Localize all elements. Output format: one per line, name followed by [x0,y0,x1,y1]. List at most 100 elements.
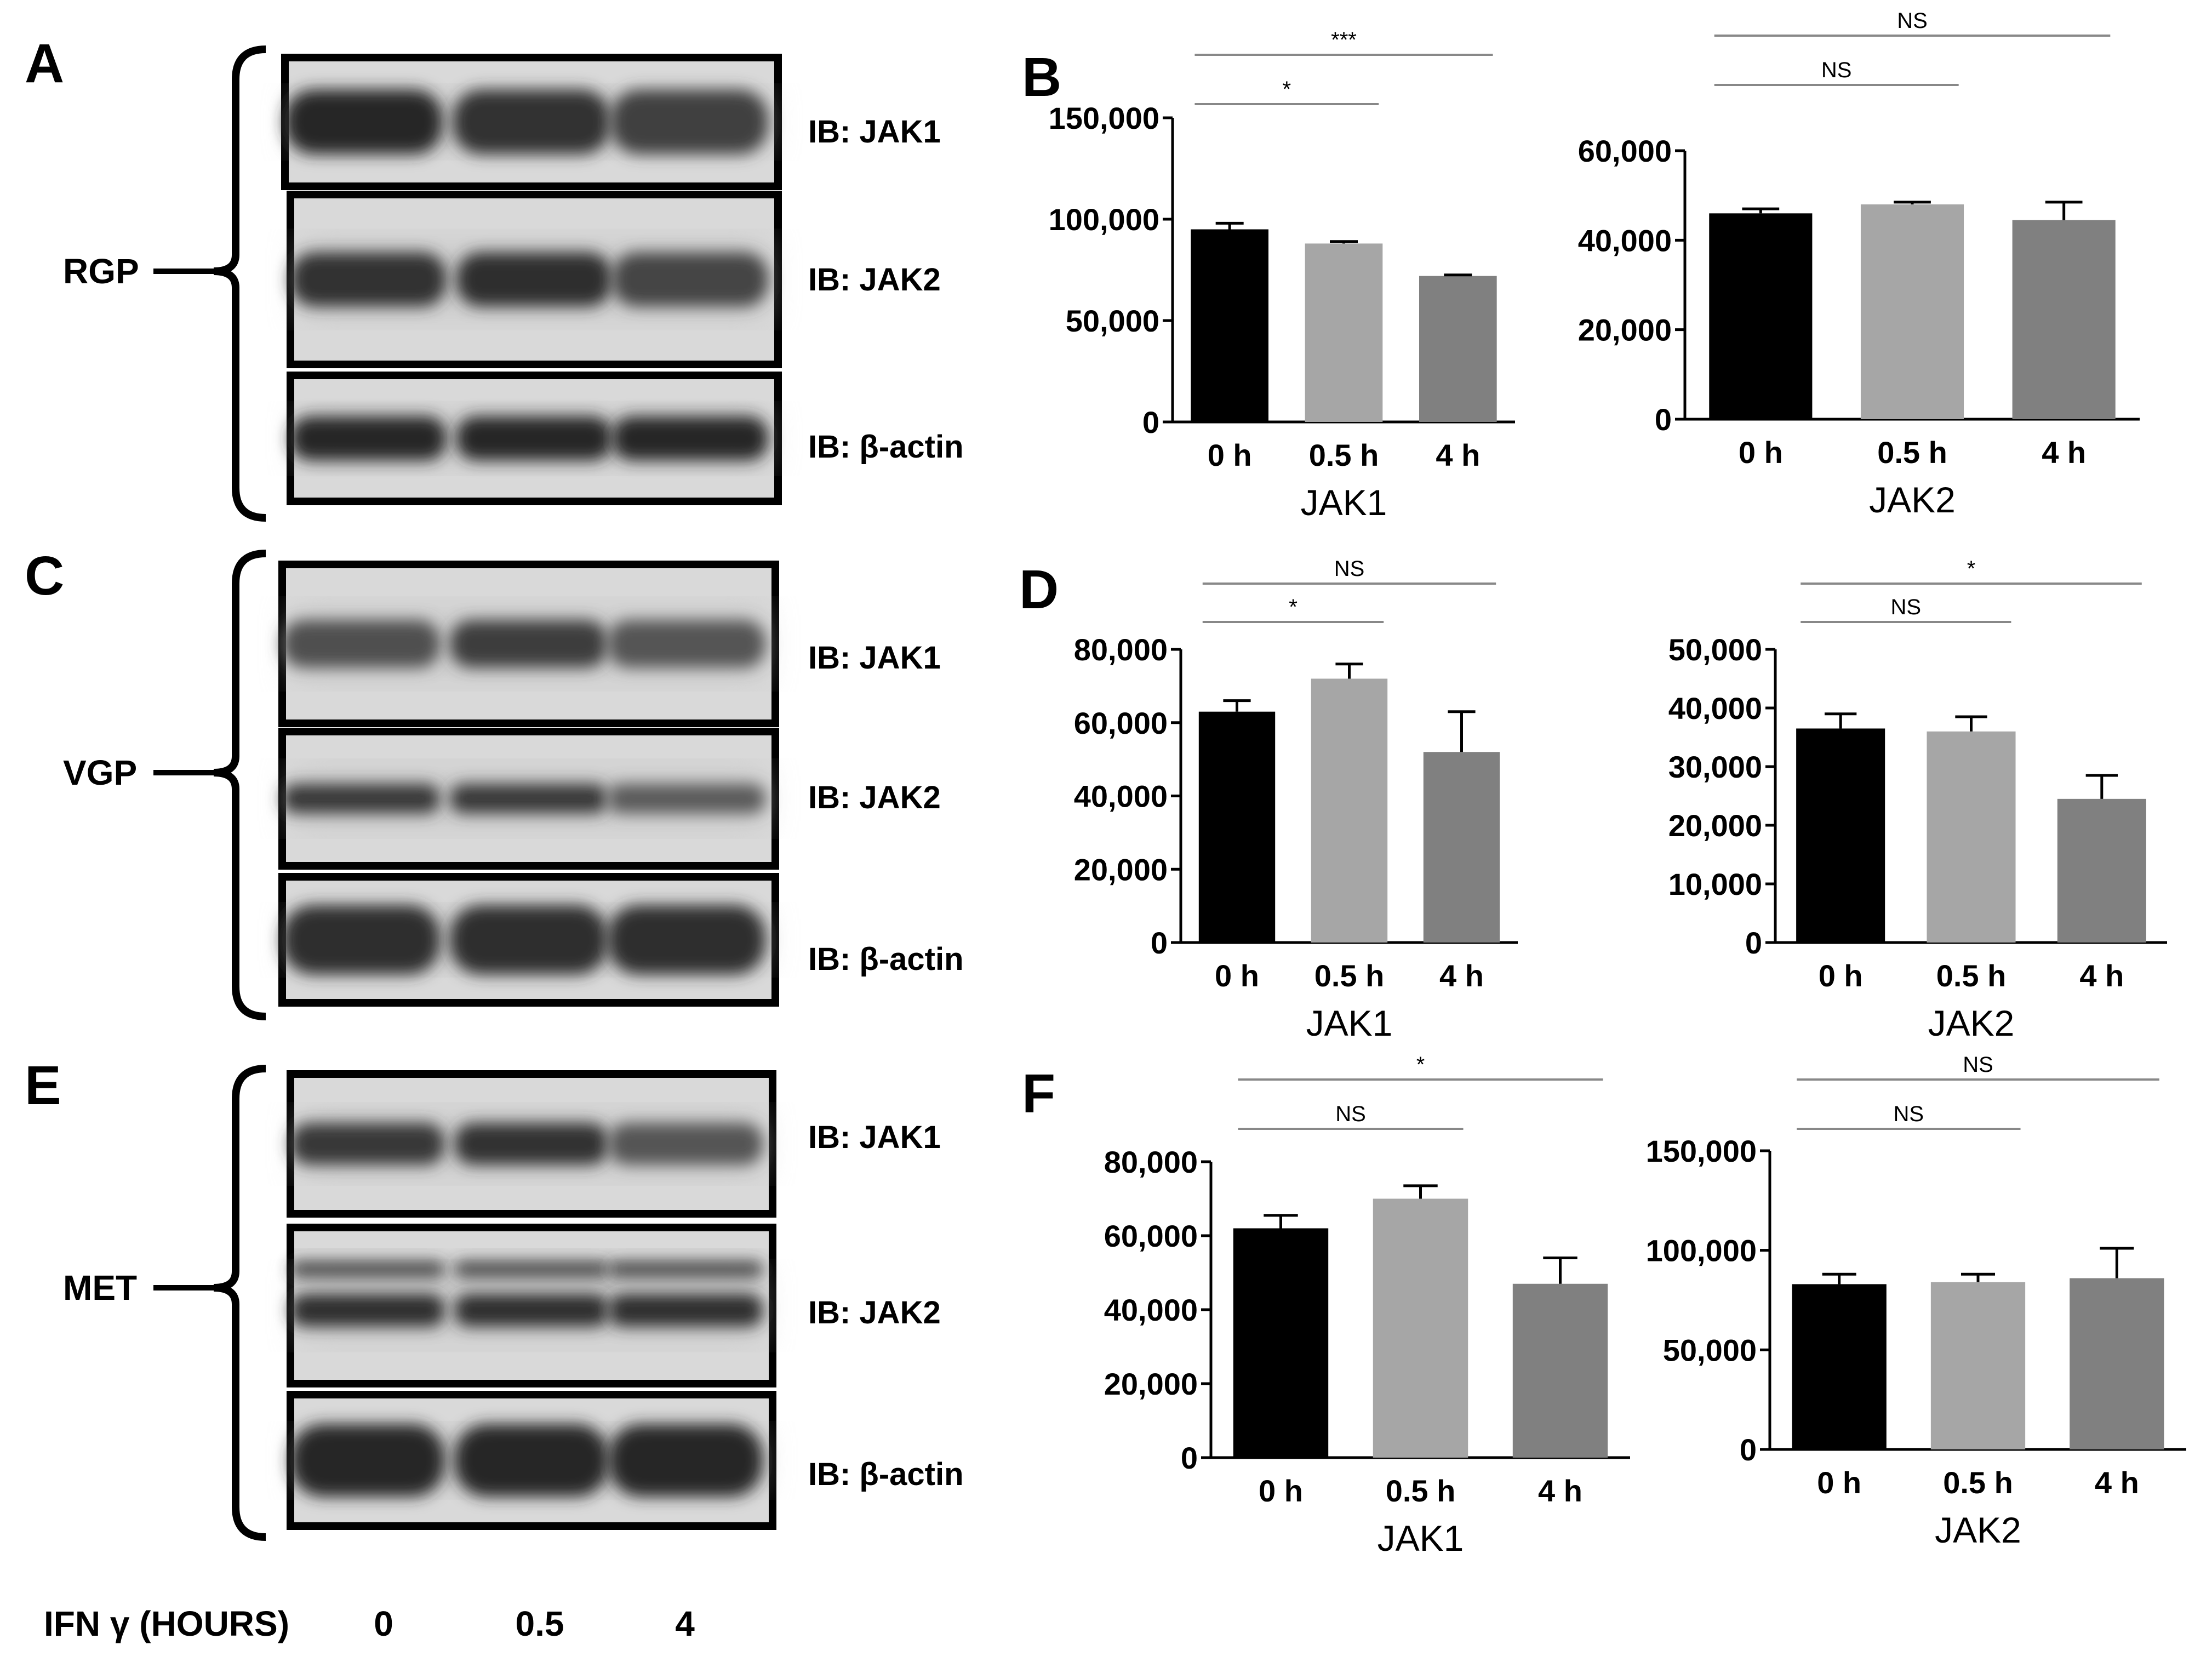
blot-band [608,905,765,975]
significance-label: NS [1894,1102,1924,1126]
x-tick-label: 0.5 h [1314,958,1385,993]
bar [1860,204,1964,419]
significance-label: NS [1891,595,1922,619]
y-tick-label: 60,000 [1074,706,1168,740]
lane-value: 4 [675,1604,695,1643]
x-tick-label: 0 h [1817,1465,1861,1500]
western-blots: A RGP IB: JAK1 IB: JAK2 IB: β-actin C VGP IB: J… [25,33,964,1541]
lane-value: 0 [374,1604,393,1643]
x-tick-label: 0.5 h [1877,435,1947,470]
blot-band [608,1123,763,1165]
panel-letter: B [1022,47,1061,108]
blot-strip: IB: JAK2 [287,1224,941,1387]
x-axis-title: JAK2 [1928,1003,2015,1043]
blot-strip: IB: JAK1 [278,561,941,727]
blot-band [290,252,447,307]
x-tick-label: 0 h [1215,958,1259,993]
bar [1191,229,1268,422]
x-tick-label: 0 h [1208,438,1252,472]
blot-band [608,1261,763,1278]
bar-chart-6: 0 50,000 100,000 150,000 0 h 0.5 h 4 h JAK2 NS NS [1646,1053,2186,1550]
x-tick-label: 4 h [1538,1474,1582,1508]
blot-label: IB: β-actin [808,941,964,977]
bracket [213,1065,266,1541]
x-tick-label: 0 h [1259,1474,1303,1508]
significance-label: * [1283,77,1291,101]
x-tick-label: 4 h [2042,435,2086,470]
blot-band [290,1261,445,1278]
y-tick-label: 0 [1142,405,1159,439]
x-tick-label: 4 h [2095,1465,2139,1500]
y-tick-label: 80,000 [1104,1145,1198,1179]
x-axis-title: JAK2 [1869,479,1956,520]
y-tick-label: 40,000 [1578,223,1672,258]
significance-label: NS [1334,557,1365,581]
blot-band [290,416,447,461]
blot-panel-e: E MET IB: JAK1 IB: JAK2 IB: β-actin [25,1055,964,1541]
x-axis-title: JAK1 [1306,1003,1393,1043]
bar [1792,1284,1887,1449]
y-tick-label: 20,000 [1104,1367,1198,1401]
y-tick-label: 40,000 [1074,779,1168,814]
blot-band [608,1294,763,1327]
bar [1305,243,1383,422]
blot-band [454,1424,609,1497]
y-tick-label: 0 [1181,1441,1198,1475]
bar [1930,1282,2026,1449]
y-tick-label: 80,000 [1074,632,1168,667]
bar [1198,711,1276,943]
bar [2057,798,2146,943]
blot-band [290,1123,445,1165]
blot-band [450,784,608,814]
blot-band [453,89,610,155]
significance-label: * [1967,557,1976,581]
blot-band [290,1424,445,1497]
blot-band [608,620,765,668]
y-tick-label: 40,000 [1668,691,1762,726]
bar [1796,728,1885,943]
blot-band [282,905,440,975]
blot-band [456,252,613,307]
blot-strip: IB: JAK2 [278,728,941,870]
blot-label: IB: β-actin [808,1457,964,1492]
blot-panel-c: C VGP IB: JAK1 IB: JAK2 IB: β-actin [25,545,964,1020]
y-tick-label: 50,000 [1668,632,1762,667]
bar [1373,1198,1468,1458]
blot-band [450,905,608,975]
bar-chart-2: 0 20,000 40,000 60,000 0 h 0.5 h 4 h JAK2 NS NS [1578,9,2140,520]
panel-letter: C [25,545,64,607]
x-axis-title: JAK1 [1378,1518,1464,1558]
blot-band [282,784,440,814]
x-tick-label: 0 h [1819,958,1863,993]
y-tick-label: 0 [1151,926,1168,960]
blot-band [290,1294,445,1327]
blot-strip: IB: β-actin [287,372,964,505]
x-tick-label: 0 h [1739,435,1783,470]
group-label: MET [63,1268,137,1307]
blot-band [285,89,443,155]
y-tick-label: 100,000 [1646,1234,1757,1268]
blot-label: IB: JAK2 [808,1295,941,1330]
group-label: VGP [63,753,137,792]
y-tick-label: 20,000 [1668,808,1762,843]
blot-strip: IB: JAK1 [281,54,941,190]
blot-band [610,89,768,155]
bracket [213,45,266,522]
y-tick-label: 100,000 [1049,202,1159,237]
lane-legend: IFN γ (HOURS) 0 0.5 4 [44,1604,695,1643]
blot-label: IB: JAK2 [808,780,941,815]
blot-band [456,416,613,461]
y-tick-label: 20,000 [1074,852,1168,887]
blot-band [608,1424,763,1497]
bar [1927,731,2016,943]
x-tick-label: 4 h [2079,958,2124,993]
y-tick-label: 20,000 [1578,313,1672,347]
blot-panel-a: A RGP IB: JAK1 IB: JAK2 IB: β-actin [25,33,964,522]
lane-value: 0.5 [516,1604,564,1643]
panel-letter: D [1019,559,1059,620]
x-tick-label: 0.5 h [1943,1465,2013,1500]
blot-strip: IB: JAK2 [287,191,941,368]
bar [2012,220,2116,419]
